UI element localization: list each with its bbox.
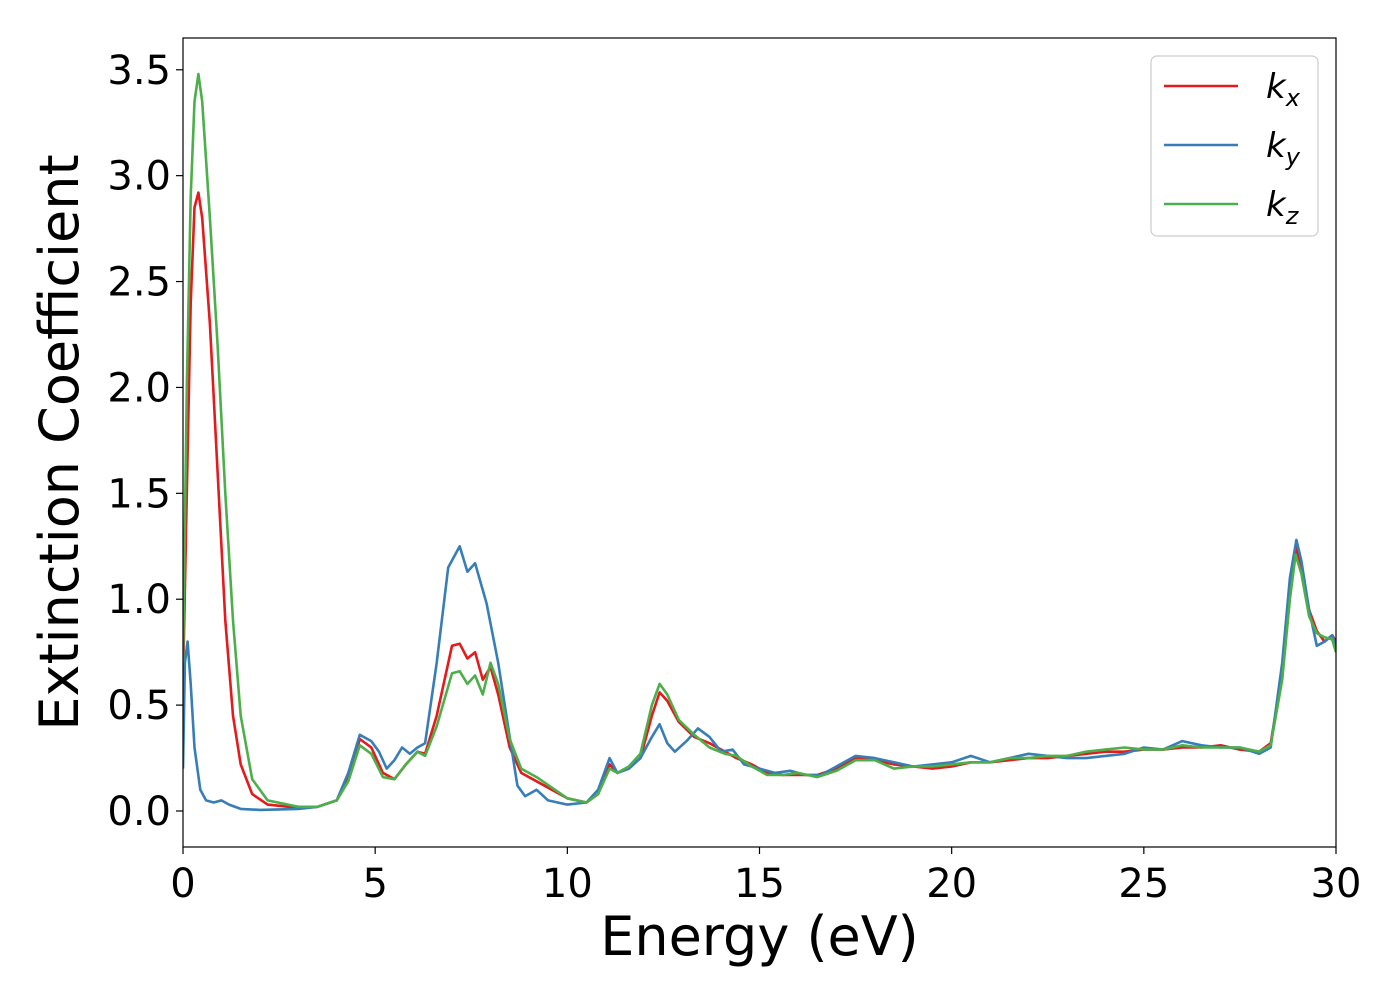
y-tick-label: 2.0 [107,365,171,411]
y-axis-label: Extinction Coefficient [28,154,91,730]
y-tick-label: 2.5 [107,260,171,306]
y-tick-label: 0.5 [107,683,171,729]
series-layer [183,72,1336,812]
x-axis-label: Energy (eV) [600,905,919,968]
x-tick-label: 30 [1311,861,1362,907]
y-axis-ticks: 0.0 0.5 1.0 1.5 2.0 2.5 3.0 3.5 [107,48,183,835]
legend-label-x: kx [1266,67,1301,112]
x-tick-label: 0 [170,861,195,907]
x-tick-label: 15 [734,861,785,907]
legend-label-z: kz [1266,185,1300,230]
series-line-z [183,72,1336,809]
x-tick-label: 10 [542,861,593,907]
x-axis-ticks: 0 5 10 15 20 25 30 [170,847,1361,907]
y-tick-label: 3.0 [107,154,171,200]
x-tick-label: 25 [1118,861,1169,907]
series-line-x [183,191,1336,810]
y-tick-label: 0.0 [107,789,171,835]
y-tick-label: 3.5 [107,48,171,94]
y-tick-label: 1.0 [107,577,171,623]
x-tick-label: 5 [362,861,387,907]
x-tick-label: 20 [926,861,977,907]
legend: kx ky kz [1150,55,1319,237]
y-tick-label: 1.5 [107,471,171,517]
legend-label-y: ky [1266,126,1301,171]
